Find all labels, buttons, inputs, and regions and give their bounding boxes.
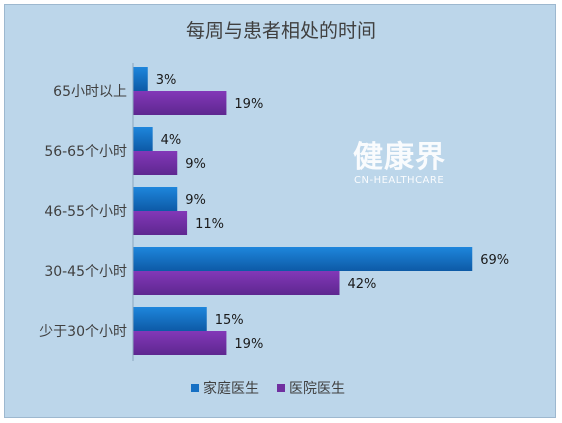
data-label: 69% [480,253,509,268]
watermark-main: 健康界 [353,140,446,175]
legend: 家庭医生 医院医生 [191,380,345,397]
data-label: 19% [234,337,263,352]
category-label: 少于30个小时 [39,324,127,340]
watermark: 健康界 CN-HEALTHCARE [353,140,446,186]
bar-family-doctor [133,247,473,271]
category-label: 65小时以上 [53,84,127,100]
legend-swatch [277,384,285,392]
category-label: 46-55个小时 [44,204,127,220]
data-label: 42% [348,277,377,292]
bar-family-doctor [133,187,178,211]
legend-swatch [191,384,199,392]
bar-hospital-doctor [133,91,227,115]
chart-frame: 每周与患者相处的时间 65小时以上 3% 19% 56-65个小时 4% 9% 46-55个… [4,4,556,418]
data-label: 11% [195,217,224,232]
legend-label: 医院医生 [289,381,345,397]
data-label: 4% [161,133,182,148]
bar-hospital-doctor [133,331,227,355]
plot-area: 65小时以上3%19%56-65个小时4%9%46-55个小时9%11%30-4… [39,67,509,355]
data-label: 19% [234,97,263,112]
data-label: 15% [215,313,244,328]
bar-hospital-doctor [133,151,178,175]
bar-family-doctor [133,67,148,91]
bar-hospital-doctor [133,271,340,295]
bar-family-doctor [133,127,153,151]
category-label: 30-45个小时 [44,264,127,280]
data-label: 9% [185,193,206,208]
data-label: 3% [156,73,177,88]
bar-chart: 每周与患者相处的时间 65小时以上3%19%56-65个小时4%9%46-55个… [39,20,509,397]
bar-hospital-doctor [133,211,188,235]
data-label: 9% [185,157,206,172]
legend-label: 家庭医生 [203,380,259,397]
category-label: 56-65个小时 [44,144,127,160]
watermark-sub: CN-HEALTHCARE [354,175,444,186]
chart-title: 每周与患者相处的时间 [186,20,376,42]
bar-family-doctor [133,307,207,331]
